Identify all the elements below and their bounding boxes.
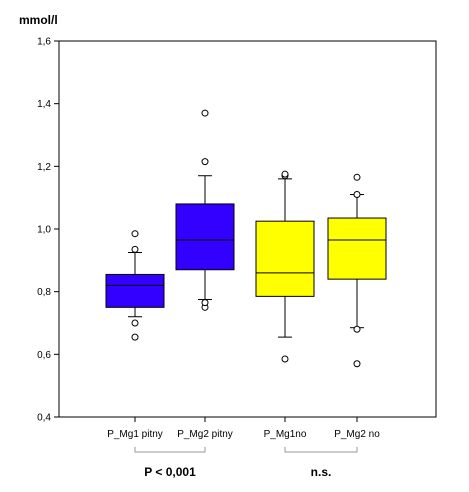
significance-bracket: P < 0,001 <box>134 447 206 479</box>
box-iqr <box>105 273 165 308</box>
box-iqr <box>175 203 235 271</box>
x-category-label: P_Mg1 pitny <box>107 429 163 440</box>
outlier-point <box>131 230 139 238</box>
outlier-point <box>201 158 209 166</box>
y-tick-label: 0,8 <box>37 287 51 298</box>
outlier-point <box>281 355 289 363</box>
outlier-point <box>353 191 361 199</box>
y-axis-unit-label: mmol/l <box>19 13 58 27</box>
box-group <box>105 230 165 341</box>
y-tick-label: 1,4 <box>37 99 51 110</box>
outlier-point <box>201 299 209 307</box>
bracket-line <box>134 447 206 453</box>
y-tick-label: 0,6 <box>37 350 51 361</box>
significance-label: n.s. <box>311 465 332 479</box>
outlier-point <box>281 170 289 178</box>
outlier-point <box>131 319 139 327</box>
outlier-point <box>131 245 139 253</box>
box-group <box>175 109 235 311</box>
significance-label: P < 0,001 <box>144 465 196 479</box>
box-iqr <box>255 220 315 297</box>
x-category-label: P_Mg2 pitny <box>177 429 233 440</box>
box-group <box>327 173 387 368</box>
box-group <box>255 170 315 363</box>
y-tick-label: 0,4 <box>37 413 51 424</box>
outlier-point <box>131 333 139 341</box>
x-category-label: P_Mg1no <box>264 429 307 440</box>
box-series <box>105 109 387 368</box>
y-tick-label: 1,0 <box>37 225 51 236</box>
outlier-point <box>353 325 361 333</box>
outlier-point <box>201 109 209 117</box>
y-tick-label: 1,2 <box>37 162 51 173</box>
x-category-label: P_Mg2 no <box>334 429 380 440</box>
outlier-point <box>353 360 361 368</box>
outlier-point <box>353 173 361 181</box>
bracket-line <box>284 447 358 453</box>
x-axis: P_Mg1 pitny P_Mg2 pitny P_Mg1no P_Mg2 no <box>107 417 380 440</box>
significance-annotations: P < 0,001 n.s. <box>134 447 358 479</box>
box-iqr <box>327 217 387 280</box>
y-tick-label: 1,6 <box>37 37 51 48</box>
significance-bracket: n.s. <box>284 447 358 479</box>
y-axis: 1,6 1,4 1,2 1,0 0,8 0,6 0,4 <box>37 37 59 424</box>
